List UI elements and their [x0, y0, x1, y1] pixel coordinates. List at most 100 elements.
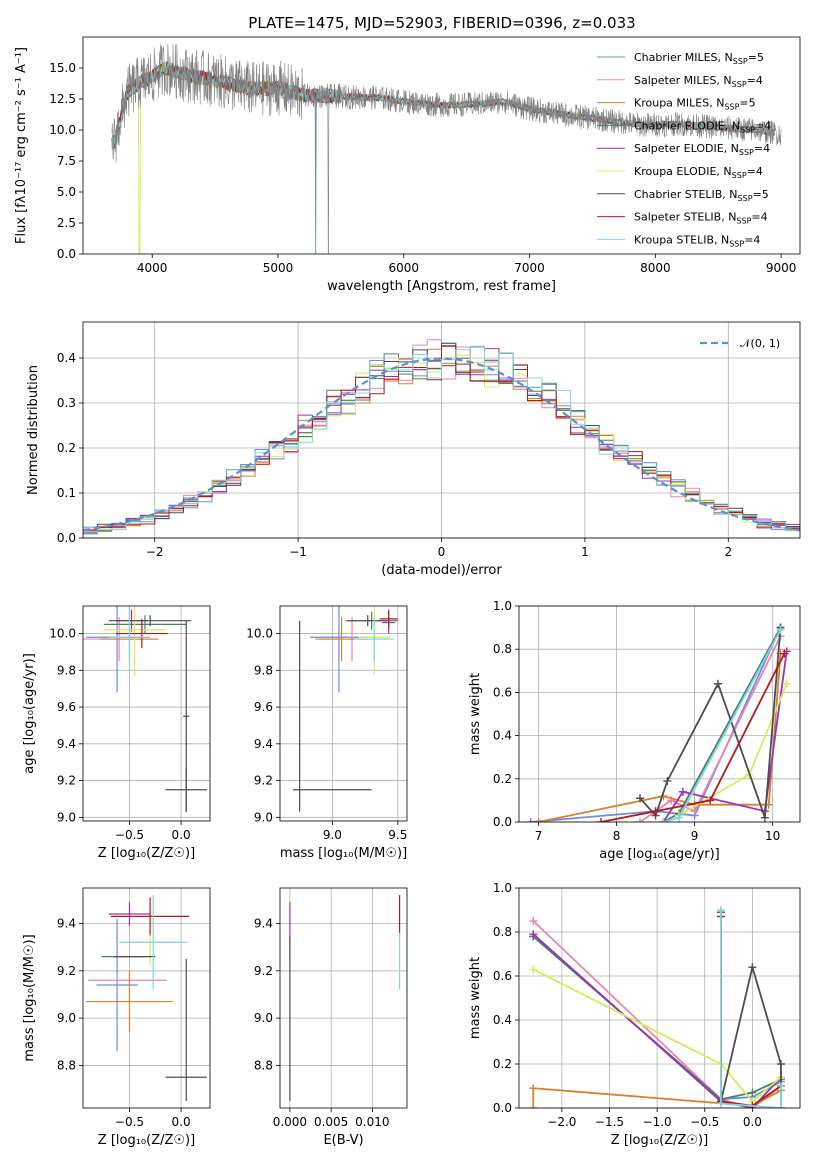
- x-tick-label: 10: [765, 829, 780, 843]
- y-tick-label: 0.2: [493, 1057, 512, 1071]
- y-tick-label: 9.0: [254, 1011, 273, 1025]
- y-tick-label: 9.2: [254, 774, 273, 788]
- y-tick-label: 0.4: [57, 351, 76, 365]
- weight-marker: [529, 965, 538, 974]
- legend-entry: Kroupa ELODIE, NSSP=4: [634, 165, 763, 180]
- panel-weight-vs-age: 7 8 9 10 0.0 0.2 0.4 0.6 0.8 1.0 age [log₁₀(age/yr…: [468, 599, 801, 862]
- axes-decor: 0.000 0.005 0.010 8.8 9.0 9.2 9.4 E(B-V): [254, 887, 408, 1148]
- weight-marker: [529, 1084, 538, 1093]
- errorbar-point-10: [183, 620, 190, 812]
- x-tick-label: 0.000: [273, 1115, 307, 1129]
- y-tick-label: 9.8: [254, 663, 273, 677]
- weight-marker: [714, 679, 723, 688]
- x-tick-label: −2.0: [547, 1115, 576, 1129]
- gridlines: [519, 605, 800, 823]
- legend-entry: Chabrier STELIB, NSSP=5: [634, 188, 769, 203]
- x-tick-label: 6000: [388, 261, 419, 275]
- y-tick-label: 1.0: [493, 881, 512, 895]
- weight-marker: [748, 1088, 757, 1097]
- plot-area: [526, 623, 791, 822]
- weight-marker: [776, 625, 785, 634]
- gridlines: [519, 887, 800, 1109]
- y-tick-label: 9.2: [57, 774, 76, 788]
- weight-line-0: [530, 627, 782, 822]
- y-tick-label: 0.0: [57, 531, 76, 545]
- x-axis-label: E(B-V): [323, 1133, 363, 1148]
- plot-area: [289, 895, 401, 1101]
- y-tick-label: 0.0: [57, 247, 76, 261]
- y-tick-label: 0.8: [493, 925, 512, 939]
- weight-marker: [776, 1104, 785, 1108]
- legend: Chabrier MILES, NSSP=5 Salpeter MILES, NS…: [597, 51, 771, 248]
- panel-age-vs-Z: −0.5 0.0 9.0 9.2 9.4 9.6 9.8 10.0 Z [log₁₀(Z/Z☉)…: [22, 605, 211, 861]
- axes-frame: [82, 605, 211, 822]
- y-tick-label: 9.2: [57, 964, 76, 978]
- x-tick-label: 0.010: [355, 1115, 389, 1129]
- errorbar-point-7: [116, 618, 168, 649]
- weight-marker: [635, 818, 644, 822]
- y-tick-label: 0.0: [493, 815, 512, 829]
- errorbar-point-8: [119, 895, 188, 990]
- x-tick-label: 2: [724, 545, 732, 559]
- errorbar-point-3: [103, 615, 187, 634]
- plot-area: [86, 895, 207, 1101]
- errorbar-point-0: [96, 918, 138, 1052]
- axes-decor: 4000 5000 6000 7000 8000 9000 0.0 2.5 5.0 7.5 10.0…: [14, 36, 801, 294]
- x-tick-label: 4000: [137, 261, 168, 275]
- plot-area: [293, 606, 398, 812]
- weight-marker: [663, 776, 672, 785]
- x-axis-label: mass [log₁₀(M/M☉)]: [280, 846, 407, 861]
- errorbar-point-5: [103, 606, 166, 676]
- figure-title: PLATE=1475, MJD=52903, FIBERID=0396, z=0…: [248, 14, 635, 32]
- y-axis-label: mass weight: [468, 957, 483, 1039]
- x-tick-label: 9.5: [388, 828, 407, 842]
- axes-decor: 9.0 9.5 9.0 9.2 9.4 9.6 9.8 10.0 mass [log₁₀(M/M…: [246, 605, 408, 861]
- y-tick-label: 10.0: [49, 627, 76, 641]
- weight-line-7: [600, 653, 786, 822]
- panels: 4000 5000 6000 7000 8000 90000.02.55.07.510.0…: [14, 36, 801, 1148]
- x-tick-label: −1.0: [643, 1115, 672, 1129]
- x-tick-label: −0.5: [115, 1115, 144, 1129]
- weight-marker: [534, 818, 543, 822]
- legend-entry: Chabrier MILES, NSSP=5: [634, 51, 764, 66]
- x-axis-label: age [log₁₀(age/yr)]: [599, 847, 720, 862]
- weight-marker: [716, 906, 725, 914]
- y-tick-label: 9.6: [57, 700, 76, 714]
- x-axis-label: Z [log₁₀(Z/Z☉)]: [98, 846, 195, 861]
- weight-marker: [776, 1082, 785, 1090]
- errorbar-point-8: [354, 617, 394, 662]
- panel-residuals: −2 −1 0 1 2 0.0 0.1 0.2 0.3 0.4 (data-model)/error…: [26, 321, 801, 578]
- gridlines: [83, 606, 210, 821]
- y-axis-label: mass [log₁₀(M/M☉)]: [22, 934, 37, 1061]
- y-tick-label: 0.4: [493, 1013, 512, 1027]
- x-axis-label: Z [log₁₀(Z/Z☉)]: [98, 1133, 195, 1148]
- y-tick-label: 12.5: [49, 92, 76, 106]
- weight-marker: [529, 930, 538, 939]
- weight-line-3: [662, 627, 782, 822]
- y-axis-label: Normed distribution: [26, 365, 41, 495]
- x-tick-label: −1.5: [595, 1115, 624, 1129]
- weight-line-5: [532, 968, 782, 1103]
- weight-line-4: [662, 651, 788, 822]
- gridlines: [83, 888, 210, 1108]
- y-tick-label: 9.6: [254, 700, 273, 714]
- panel-mass-vs-Z: −0.5 0.0 8.8 9.0 9.2 9.4 Z [log₁₀(Z/Z☉)] mass […: [22, 887, 211, 1148]
- axes-decor: 7 8 9 10 0.0 0.2 0.4 0.6 0.8 1.0 age [log₁₀(age/yr…: [468, 599, 801, 862]
- errorbar-point-6: [348, 615, 388, 627]
- weight-line-2: [532, 1087, 782, 1108]
- y-tick-label: 1.0: [493, 599, 512, 613]
- weight-marker: [782, 679, 791, 688]
- y-axis-label: age [log₁₀(age/yr)]: [22, 653, 37, 774]
- panel-spectrum: 4000 5000 6000 7000 8000 9000 0.0 2.5 5.0 7.5 10.0…: [14, 36, 801, 294]
- y-tick-label: 8.8: [57, 1058, 76, 1072]
- errorbar-point-8: [108, 606, 151, 671]
- y-tick-label: 0.2: [493, 772, 512, 786]
- y-tick-label: 9.0: [57, 810, 76, 824]
- x-tick-label: 5000: [263, 261, 294, 275]
- y-tick-label: 9.0: [254, 810, 273, 824]
- errorbar-point-2: [86, 970, 173, 1033]
- weight-marker: [526, 818, 535, 822]
- gridlines: [280, 888, 407, 1108]
- x-tick-label: 1: [581, 545, 589, 559]
- plot-area: [529, 906, 785, 1108]
